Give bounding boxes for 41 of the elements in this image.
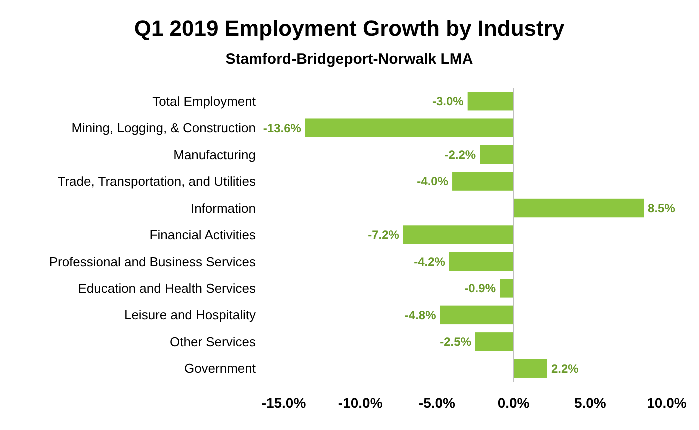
data-label: 2.2% xyxy=(552,362,580,376)
y-tick-label: Other Services xyxy=(170,334,256,350)
data-label: -4.2% xyxy=(414,254,446,269)
x-tick-label: -5.0% xyxy=(418,395,456,411)
x-tick-label: 5.0% xyxy=(574,395,607,411)
data-label: -0.9% xyxy=(464,282,496,296)
data-label: -4.8% xyxy=(404,308,437,322)
chart-subtitle: Stamford-Bridgeport-Norwalk LMA xyxy=(226,51,474,68)
y-tick-label: Mining, Logging, & Construction xyxy=(72,120,256,136)
bar xyxy=(514,359,548,378)
bar xyxy=(440,306,514,325)
y-tick-label: Total Employment xyxy=(152,94,256,109)
bar xyxy=(449,252,514,272)
data-label: -2.5% xyxy=(440,335,472,350)
data-label: -4.0% xyxy=(417,174,449,189)
bar xyxy=(468,92,514,111)
y-tick-label: Professional and Business Services xyxy=(49,254,256,270)
data-label: -13.6% xyxy=(263,121,302,136)
y-tick-label: Manufacturing xyxy=(174,147,256,162)
x-tick-label: -10.0% xyxy=(338,395,384,411)
y-tick-label: Financial Activities xyxy=(150,228,256,243)
bar xyxy=(514,198,644,218)
bar xyxy=(452,172,514,191)
x-tick-label: 0.0% xyxy=(498,395,530,411)
data-label: -3.0% xyxy=(432,94,464,109)
bar xyxy=(480,145,514,164)
y-tick-label: Government xyxy=(184,361,256,376)
bar xyxy=(500,279,514,298)
y-tick-label: Leisure and Hospitality xyxy=(124,308,256,323)
x-tick-label: -15.0% xyxy=(262,395,307,411)
data-label: -2.2% xyxy=(444,148,476,162)
data-label: 8.5% xyxy=(648,201,676,216)
chart-title: Q1 2019 Employment Growth by Industry xyxy=(134,16,566,41)
y-tick-label: Education and Health Services xyxy=(78,281,256,296)
y-tick-label: Trade, Transportation, and Utilities xyxy=(58,174,256,190)
data-label: -7.2% xyxy=(368,228,400,242)
y-tick-label: Information xyxy=(190,200,256,216)
bar xyxy=(403,226,514,244)
x-tick-label: 10.0% xyxy=(647,395,688,411)
bar xyxy=(476,332,514,352)
bar xyxy=(305,118,514,138)
